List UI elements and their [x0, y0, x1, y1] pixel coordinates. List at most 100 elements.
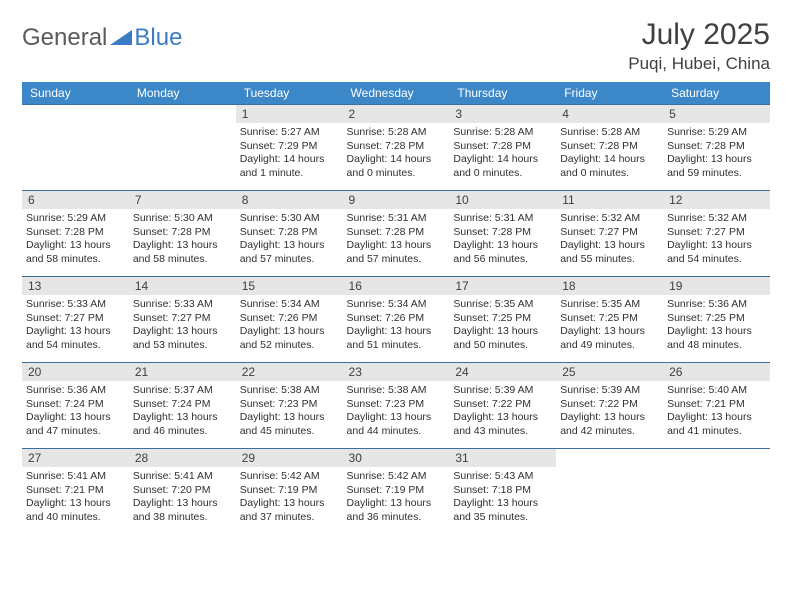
daylight-line: Daylight: 14 hours and 0 minutes. — [347, 153, 446, 180]
calendar-day-cell: 4Sunrise: 5:28 AMSunset: 7:28 PMDaylight… — [556, 105, 663, 191]
sunset-line: Sunset: 7:19 PM — [347, 484, 446, 498]
calendar-day-cell: 7Sunrise: 5:30 AMSunset: 7:28 PMDaylight… — [129, 191, 236, 277]
day-body: Sunrise: 5:29 AMSunset: 7:28 PMDaylight:… — [663, 123, 770, 184]
weekday-header: Sunday — [22, 82, 129, 105]
sunrise-line: Sunrise: 5:27 AM — [240, 126, 339, 140]
sunrise-line: Sunrise: 5:29 AM — [26, 212, 125, 226]
sunset-line: Sunset: 7:28 PM — [347, 226, 446, 240]
calendar-day-cell: 30Sunrise: 5:42 AMSunset: 7:19 PMDayligh… — [343, 449, 450, 535]
calendar-day-cell: 2Sunrise: 5:28 AMSunset: 7:28 PMDaylight… — [343, 105, 450, 191]
sunset-line: Sunset: 7:23 PM — [240, 398, 339, 412]
day-number: 3 — [449, 105, 556, 123]
sunrise-line: Sunrise: 5:41 AM — [26, 470, 125, 484]
sunset-line: Sunset: 7:25 PM — [667, 312, 766, 326]
daylight-line: Daylight: 13 hours and 40 minutes. — [26, 497, 125, 524]
sunset-line: Sunset: 7:28 PM — [240, 226, 339, 240]
day-number: 22 — [236, 363, 343, 381]
day-number: 12 — [663, 191, 770, 209]
calendar-day-cell: 25Sunrise: 5:39 AMSunset: 7:22 PMDayligh… — [556, 363, 663, 449]
day-number: 24 — [449, 363, 556, 381]
calendar-empty-cell — [22, 105, 129, 191]
day-body: Sunrise: 5:39 AMSunset: 7:22 PMDaylight:… — [556, 381, 663, 442]
calendar-body: 1Sunrise: 5:27 AMSunset: 7:29 PMDaylight… — [22, 105, 770, 535]
day-body: Sunrise: 5:28 AMSunset: 7:28 PMDaylight:… — [556, 123, 663, 184]
day-body: Sunrise: 5:40 AMSunset: 7:21 PMDaylight:… — [663, 381, 770, 442]
daylight-line: Daylight: 13 hours and 46 minutes. — [133, 411, 232, 438]
daylight-line: Daylight: 13 hours and 49 minutes. — [560, 325, 659, 352]
sunrise-line: Sunrise: 5:34 AM — [240, 298, 339, 312]
calendar-week-row: 6Sunrise: 5:29 AMSunset: 7:28 PMDaylight… — [22, 191, 770, 277]
daylight-line: Daylight: 14 hours and 1 minute. — [240, 153, 339, 180]
day-body: Sunrise: 5:41 AMSunset: 7:20 PMDaylight:… — [129, 467, 236, 528]
calendar-week-row: 13Sunrise: 5:33 AMSunset: 7:27 PMDayligh… — [22, 277, 770, 363]
daylight-line: Daylight: 13 hours and 48 minutes. — [667, 325, 766, 352]
sunset-line: Sunset: 7:23 PM — [347, 398, 446, 412]
sunrise-line: Sunrise: 5:36 AM — [667, 298, 766, 312]
logo-triangle-icon — [110, 24, 132, 52]
calendar-empty-cell — [129, 105, 236, 191]
day-body: Sunrise: 5:36 AMSunset: 7:25 PMDaylight:… — [663, 295, 770, 356]
sunset-line: Sunset: 7:22 PM — [560, 398, 659, 412]
sunrise-line: Sunrise: 5:28 AM — [453, 126, 552, 140]
day-number: 21 — [129, 363, 236, 381]
day-body: Sunrise: 5:39 AMSunset: 7:22 PMDaylight:… — [449, 381, 556, 442]
day-number: 26 — [663, 363, 770, 381]
day-body: Sunrise: 5:34 AMSunset: 7:26 PMDaylight:… — [236, 295, 343, 356]
day-body: Sunrise: 5:29 AMSunset: 7:28 PMDaylight:… — [22, 209, 129, 270]
sunset-line: Sunset: 7:22 PM — [453, 398, 552, 412]
calendar-day-cell: 23Sunrise: 5:38 AMSunset: 7:23 PMDayligh… — [343, 363, 450, 449]
calendar-day-cell: 21Sunrise: 5:37 AMSunset: 7:24 PMDayligh… — [129, 363, 236, 449]
sunset-line: Sunset: 7:28 PM — [560, 140, 659, 154]
day-body: Sunrise: 5:42 AMSunset: 7:19 PMDaylight:… — [343, 467, 450, 528]
day-body: Sunrise: 5:36 AMSunset: 7:24 PMDaylight:… — [22, 381, 129, 442]
sunset-line: Sunset: 7:28 PM — [453, 226, 552, 240]
day-number: 30 — [343, 449, 450, 467]
calendar-day-cell: 8Sunrise: 5:30 AMSunset: 7:28 PMDaylight… — [236, 191, 343, 277]
day-number: 6 — [22, 191, 129, 209]
day-body: Sunrise: 5:33 AMSunset: 7:27 PMDaylight:… — [22, 295, 129, 356]
daylight-line: Daylight: 13 hours and 35 minutes. — [453, 497, 552, 524]
day-number: 13 — [22, 277, 129, 295]
daylight-line: Daylight: 13 hours and 52 minutes. — [240, 325, 339, 352]
calendar-day-cell: 22Sunrise: 5:38 AMSunset: 7:23 PMDayligh… — [236, 363, 343, 449]
calendar-day-cell: 24Sunrise: 5:39 AMSunset: 7:22 PMDayligh… — [449, 363, 556, 449]
daylight-line: Daylight: 13 hours and 59 minutes. — [667, 153, 766, 180]
day-number: 17 — [449, 277, 556, 295]
daylight-line: Daylight: 14 hours and 0 minutes. — [453, 153, 552, 180]
sunrise-line: Sunrise: 5:37 AM — [133, 384, 232, 398]
day-body: Sunrise: 5:28 AMSunset: 7:28 PMDaylight:… — [449, 123, 556, 184]
calendar-week-row: 27Sunrise: 5:41 AMSunset: 7:21 PMDayligh… — [22, 449, 770, 535]
day-body: Sunrise: 5:30 AMSunset: 7:28 PMDaylight:… — [236, 209, 343, 270]
day-number: 10 — [449, 191, 556, 209]
calendar-day-cell: 14Sunrise: 5:33 AMSunset: 7:27 PMDayligh… — [129, 277, 236, 363]
day-number: 16 — [343, 277, 450, 295]
sunset-line: Sunset: 7:29 PM — [240, 140, 339, 154]
calendar-day-cell: 19Sunrise: 5:36 AMSunset: 7:25 PMDayligh… — [663, 277, 770, 363]
sunrise-line: Sunrise: 5:33 AM — [26, 298, 125, 312]
daylight-line: Daylight: 14 hours and 0 minutes. — [560, 153, 659, 180]
day-number: 19 — [663, 277, 770, 295]
day-number: 29 — [236, 449, 343, 467]
daylight-line: Daylight: 13 hours and 42 minutes. — [560, 411, 659, 438]
sunrise-line: Sunrise: 5:28 AM — [560, 126, 659, 140]
month-title: July 2025 — [628, 18, 770, 52]
day-body: Sunrise: 5:32 AMSunset: 7:27 PMDaylight:… — [663, 209, 770, 270]
weekday-header: Friday — [556, 82, 663, 105]
day-body: Sunrise: 5:35 AMSunset: 7:25 PMDaylight:… — [449, 295, 556, 356]
sunrise-line: Sunrise: 5:32 AM — [667, 212, 766, 226]
weekday-header: Thursday — [449, 82, 556, 105]
calendar-day-cell: 3Sunrise: 5:28 AMSunset: 7:28 PMDaylight… — [449, 105, 556, 191]
daylight-line: Daylight: 13 hours and 51 minutes. — [347, 325, 446, 352]
weekday-header: Saturday — [663, 82, 770, 105]
calendar-day-cell: 15Sunrise: 5:34 AMSunset: 7:26 PMDayligh… — [236, 277, 343, 363]
sunset-line: Sunset: 7:26 PM — [347, 312, 446, 326]
calendar-day-cell: 16Sunrise: 5:34 AMSunset: 7:26 PMDayligh… — [343, 277, 450, 363]
sunrise-line: Sunrise: 5:35 AM — [453, 298, 552, 312]
sunset-line: Sunset: 7:18 PM — [453, 484, 552, 498]
day-number: 31 — [449, 449, 556, 467]
calendar-day-cell: 20Sunrise: 5:36 AMSunset: 7:24 PMDayligh… — [22, 363, 129, 449]
daylight-line: Daylight: 13 hours and 37 minutes. — [240, 497, 339, 524]
daylight-line: Daylight: 13 hours and 55 minutes. — [560, 239, 659, 266]
daylight-line: Daylight: 13 hours and 43 minutes. — [453, 411, 552, 438]
calendar-day-cell: 17Sunrise: 5:35 AMSunset: 7:25 PMDayligh… — [449, 277, 556, 363]
